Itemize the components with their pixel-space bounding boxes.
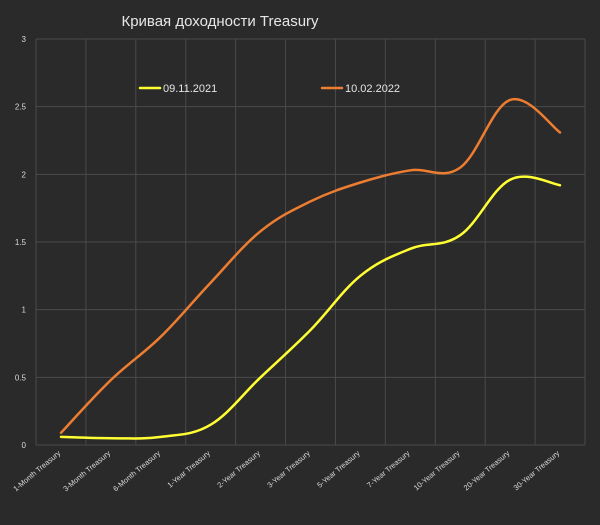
y-axis-ticks: 0 0.5 1 1.5 2 2.5 3 [15,35,27,450]
chart-title: Кривая доходности Treasury [121,13,319,30]
y-tick-label: 2.5 [15,103,27,112]
y-tick-label: 1 [22,306,27,315]
y-tick-label: 3 [22,35,27,44]
grid-layer [35,38,586,446]
series-layer [59,97,562,440]
legend-label: 10.02.2022 [345,83,400,95]
y-tick-label: 0.5 [15,373,27,382]
y-tick-label: 2 [22,170,27,179]
y-tick-label: 1.5 [15,238,27,247]
legend-label: 09.11.2021 [163,83,217,95]
series-line-2 [59,97,562,435]
series-line-1 [59,175,562,440]
legend: 09.11.2021 10.02.2022 [138,83,400,95]
y-tick-label: 0 [22,441,27,450]
